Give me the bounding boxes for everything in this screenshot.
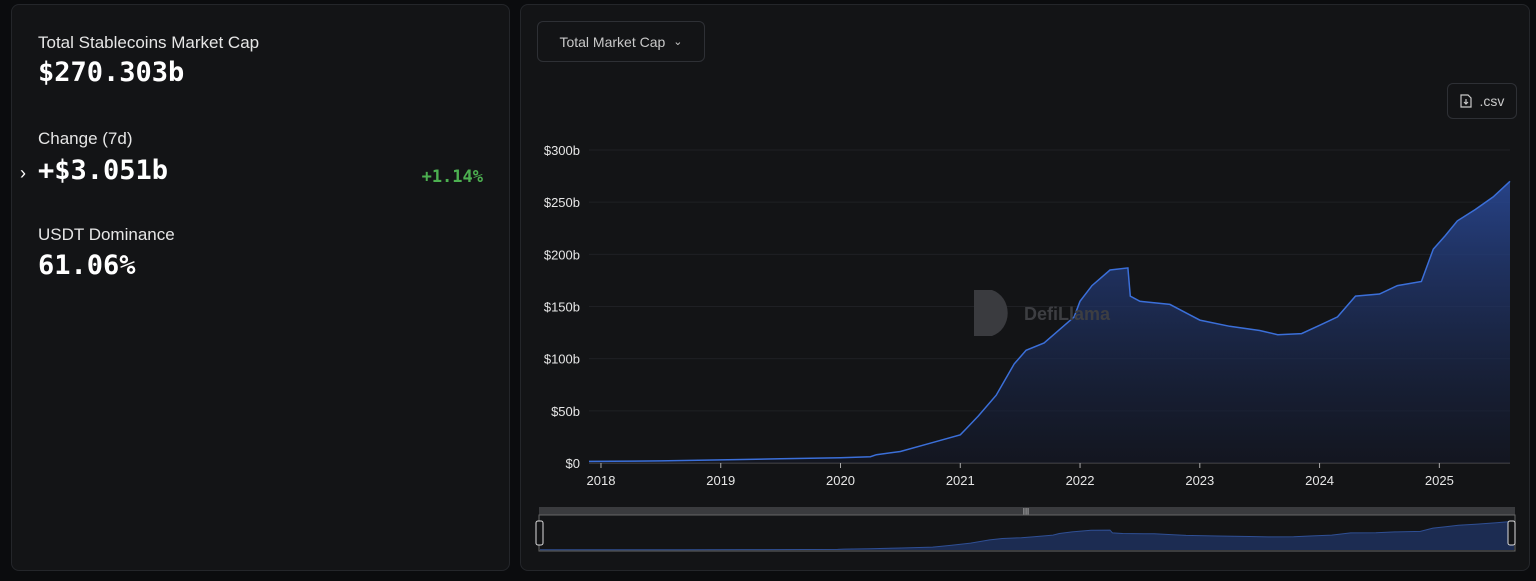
x-tick-label: 2021 <box>946 473 975 488</box>
y-tick-label: $0 <box>566 456 580 471</box>
y-tick-label: $300b <box>544 143 580 158</box>
area-fill <box>589 181 1510 464</box>
change-value: +$3.051b <box>38 155 169 186</box>
y-tick-label: $250b <box>544 195 580 210</box>
x-tick-label: 2023 <box>1185 473 1214 488</box>
chart-panel: Total Market Cap ⌄ .csv <box>520 4 1530 571</box>
change-label: Change (7d) <box>38 129 133 148</box>
file-download-icon <box>1459 94 1472 108</box>
dominance-value: 61.06% <box>38 250 136 281</box>
x-tick-label: 2024 <box>1305 473 1334 488</box>
x-tick-label: 2020 <box>826 473 855 488</box>
zoom-preview-line <box>540 520 1515 551</box>
y-tick-label: $150b <box>544 300 580 315</box>
csv-download-button[interactable]: .csv <box>1447 83 1517 119</box>
x-tick-label: 2022 <box>1066 473 1095 488</box>
series-line <box>588 180 1511 463</box>
chevron-down-icon: ⌄ <box>673 36 683 48</box>
metric-select[interactable]: Total Market Cap ⌄ <box>537 21 705 62</box>
zoom-slider-bar[interactable] <box>539 507 1515 515</box>
change-percent: +1.14% <box>421 167 483 187</box>
defillama-watermark: DefiLlama <box>974 290 1111 336</box>
total-mcap-value: $270.303b <box>38 57 185 88</box>
x-tick-label: 2018 <box>587 473 616 488</box>
y-tick-label: $100b <box>544 352 580 367</box>
y-tick-label: $200b <box>544 247 580 262</box>
total-mcap-label: Total Stablecoins Market Cap <box>38 33 260 52</box>
dominance-label: USDT Dominance <box>38 225 175 244</box>
stats-panel: Total Stablecoins Market Cap $270.303b C… <box>11 4 510 571</box>
zoom-handle[interactable] <box>1507 520 1516 546</box>
grip-icon[interactable]: ||| <box>1023 507 1029 516</box>
zoom-handle[interactable] <box>535 520 544 546</box>
csv-label: .csv <box>1479 93 1505 109</box>
chevron-right-icon[interactable]: › <box>20 163 26 183</box>
x-tick-label: 2019 <box>706 473 735 488</box>
watermark-text: DefiLlama <box>1024 304 1111 324</box>
llama-logo-icon <box>974 290 1008 336</box>
zoom-preview-area <box>540 521 1514 550</box>
metric-select-label: Total Market Cap <box>559 33 666 50</box>
y-tick-label: $50b <box>551 404 580 419</box>
x-tick-label: 2025 <box>1425 473 1454 488</box>
